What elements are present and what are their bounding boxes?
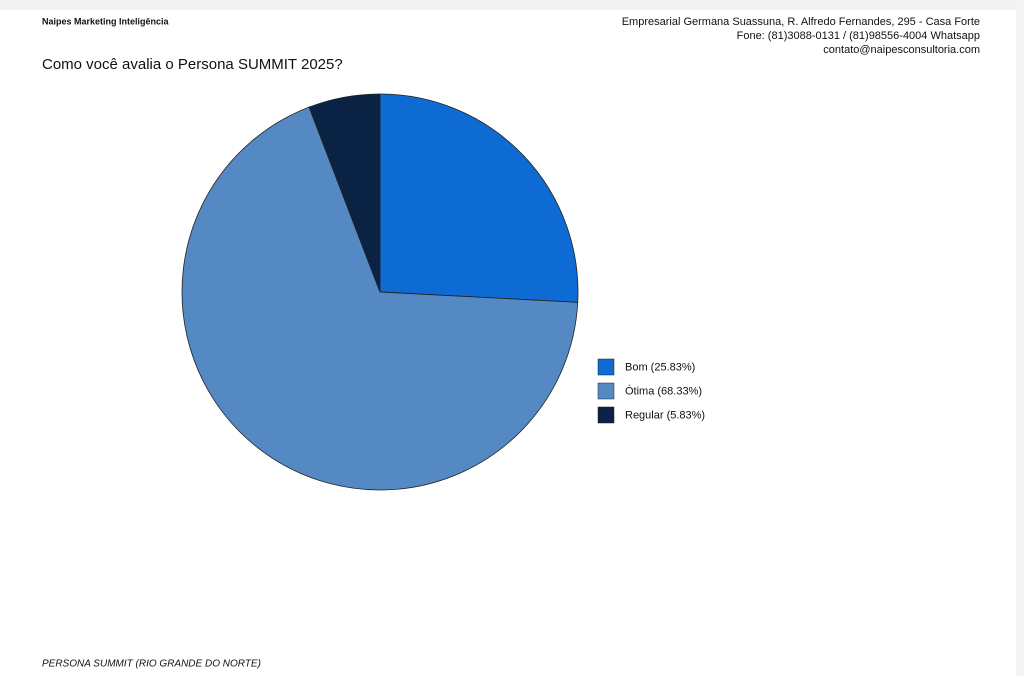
side-bar [1016, 0, 1024, 676]
chart-title: Como você avalia o Persona SUMMIT 2025? [42, 56, 343, 73]
pie-slice [379, 93, 579, 303]
legend-swatch [597, 358, 615, 376]
footer: PERSONA SUMMIT (RIO GRANDE DO NORTE) [42, 659, 261, 670]
pie-slice [308, 93, 381, 293]
address: Empresarial Germana Suassuna, R. Alfredo… [622, 16, 980, 28]
top-bar [0, 0, 1024, 10]
legend-label: Regular (5.83%) [625, 409, 705, 421]
legend-swatch [597, 406, 615, 424]
pie-slice [181, 106, 579, 491]
legend-swatch [597, 382, 615, 400]
legend-label: Ótima (68.33%) [625, 384, 702, 397]
email: contato@naipesconsultoria.com [823, 44, 980, 56]
phone: Fone: (81)3088-0131 / (81)98556-4004 Wha… [737, 30, 980, 42]
company-name: Naipes Marketing Inteligência [42, 16, 170, 26]
legend-label: Bom (25.83%) [625, 361, 695, 373]
